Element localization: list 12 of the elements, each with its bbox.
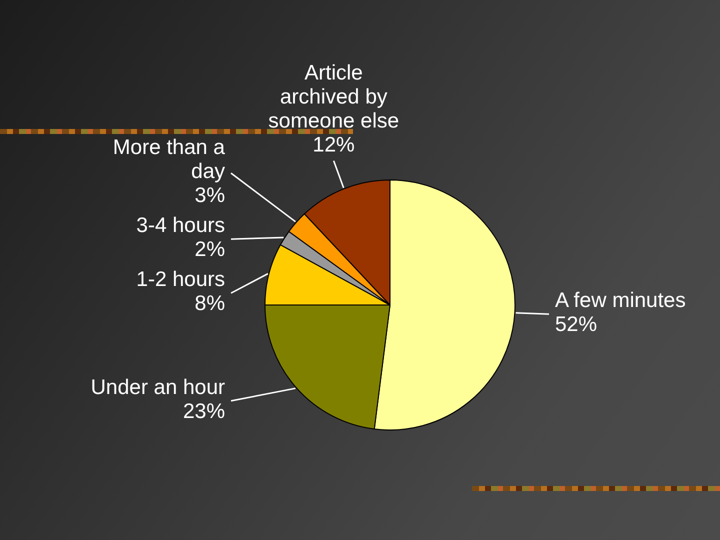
data-label: 3% <box>194 184 225 208</box>
slice-label: More than a day <box>112 136 226 184</box>
data-label: 23% <box>182 400 225 423</box>
data-label: 2% <box>194 238 225 262</box>
slice-label: Article archived by someone else <box>268 62 400 133</box>
slice-label: 1-2 hours <box>136 268 225 292</box>
data-label: 52% <box>555 313 598 336</box>
data-label: 12% <box>312 134 355 157</box>
data-label: 8% <box>194 292 225 316</box>
slice-label: Under an hour <box>90 376 225 399</box>
slice-label: A few minutes <box>555 289 686 312</box>
slice-label: 3-4 hours <box>136 214 225 238</box>
